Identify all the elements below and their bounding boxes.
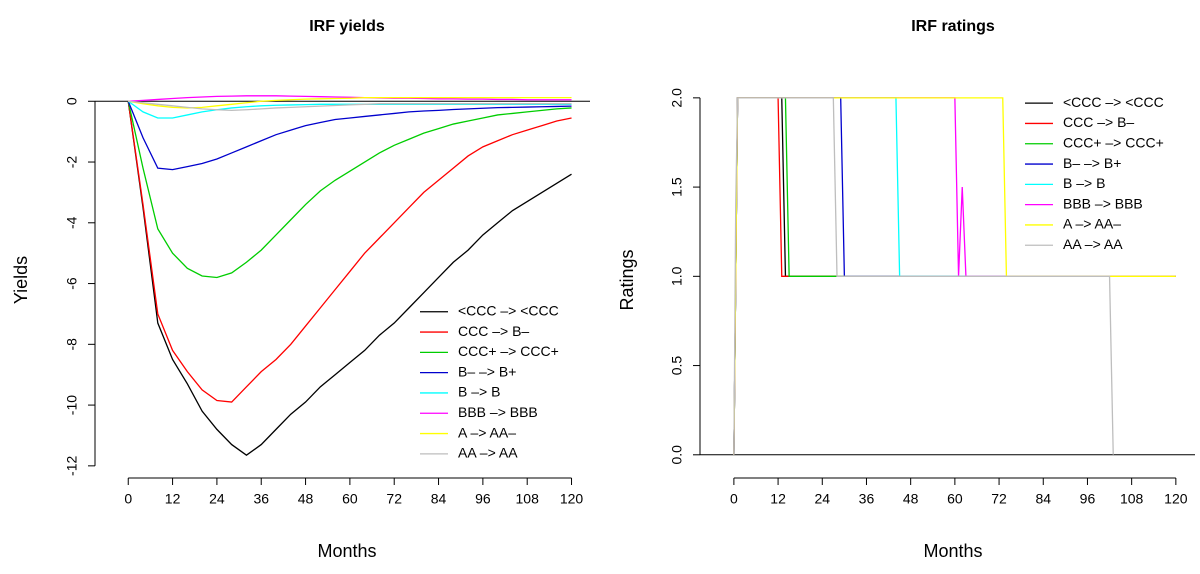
series-line: [128, 96, 572, 109]
x-tick-label: 72: [386, 491, 402, 507]
legend-label: CCC+ –> CCC+: [458, 343, 559, 359]
y-tick-label: 1.5: [669, 177, 685, 197]
x-tick-label: 36: [253, 491, 269, 507]
y-tick-label: 0.5: [669, 356, 685, 376]
x-tick-label: 108: [1120, 491, 1144, 507]
x-tick-label: 120: [1164, 491, 1188, 507]
legend-label: <CCC –> <CCC: [458, 302, 559, 318]
legend-label: CCC –> B–: [1063, 114, 1134, 130]
x-tick-label: 108: [516, 491, 540, 507]
x-tick-label: 12: [165, 491, 181, 507]
x-tick-label: 24: [814, 491, 830, 507]
x-tick-label: 120: [560, 491, 584, 507]
legend-label: <CCC –> <CCC: [1063, 94, 1164, 110]
y-tick-label: 0.0: [669, 445, 685, 465]
y-tick-label: -10: [64, 395, 80, 415]
x-axis-label: Months: [923, 541, 982, 561]
y-tick-label: -8: [64, 338, 80, 351]
legend-label: B– –> B+: [1063, 155, 1121, 171]
series-line: [127, 101, 572, 171]
x-tick-label: 84: [431, 491, 447, 507]
x-tick-label: 0: [124, 491, 132, 507]
y-tick-label: -2: [64, 156, 80, 169]
series-line: [128, 95, 572, 102]
x-tick-label: 24: [209, 491, 225, 507]
x-tick-label: 48: [903, 491, 919, 507]
x-axis-label: Months: [317, 541, 376, 561]
y-axis-label: Yields: [11, 256, 31, 304]
legend-label: B –> B: [458, 384, 500, 400]
series-line: [127, 101, 572, 279]
x-tick-label: 36: [859, 491, 875, 507]
y-tick-label: 2.0: [669, 88, 685, 108]
legend-label: BBB –> BBB: [458, 404, 538, 420]
x-tick-label: 60: [947, 491, 963, 507]
series-line: [127, 101, 572, 403]
legend-label: CCC –> B–: [458, 323, 529, 339]
x-tick-label: 12: [770, 491, 786, 507]
x-tick-label: 60: [342, 491, 358, 507]
series-line: [733, 97, 1114, 455]
legend-label: A –> AA–: [1063, 216, 1121, 232]
y-tick-label: 0: [64, 97, 80, 105]
legend-label: BBB –> BBB: [1063, 195, 1143, 211]
legend-label: AA –> AA: [458, 445, 518, 461]
y-tick-label: -4: [64, 216, 80, 229]
legend-label: A –> AA–: [458, 424, 516, 440]
y-axis-label: Ratings: [617, 249, 637, 310]
y-tick-label: -6: [64, 277, 80, 290]
x-tick-label: 0: [730, 491, 738, 507]
x-tick-label: 48: [298, 491, 314, 507]
legend-label: AA –> AA: [1063, 236, 1123, 252]
y-tick-label: -12: [64, 456, 80, 476]
series-line: [128, 100, 572, 112]
series-line: [127, 101, 572, 457]
legend-label: B– –> B+: [458, 363, 516, 379]
x-tick-label: 96: [475, 491, 491, 507]
chart-title: IRF yields: [309, 18, 385, 35]
x-tick-label: 72: [991, 491, 1007, 507]
y-tick-label: 1.0: [669, 266, 685, 286]
chart-title: IRF ratings: [911, 18, 995, 35]
legend-label: CCC+ –> CCC+: [1063, 134, 1164, 150]
x-tick-label: 96: [1080, 491, 1096, 507]
x-tick-label: 84: [1035, 491, 1051, 507]
legend-label: B –> B: [1063, 175, 1105, 191]
